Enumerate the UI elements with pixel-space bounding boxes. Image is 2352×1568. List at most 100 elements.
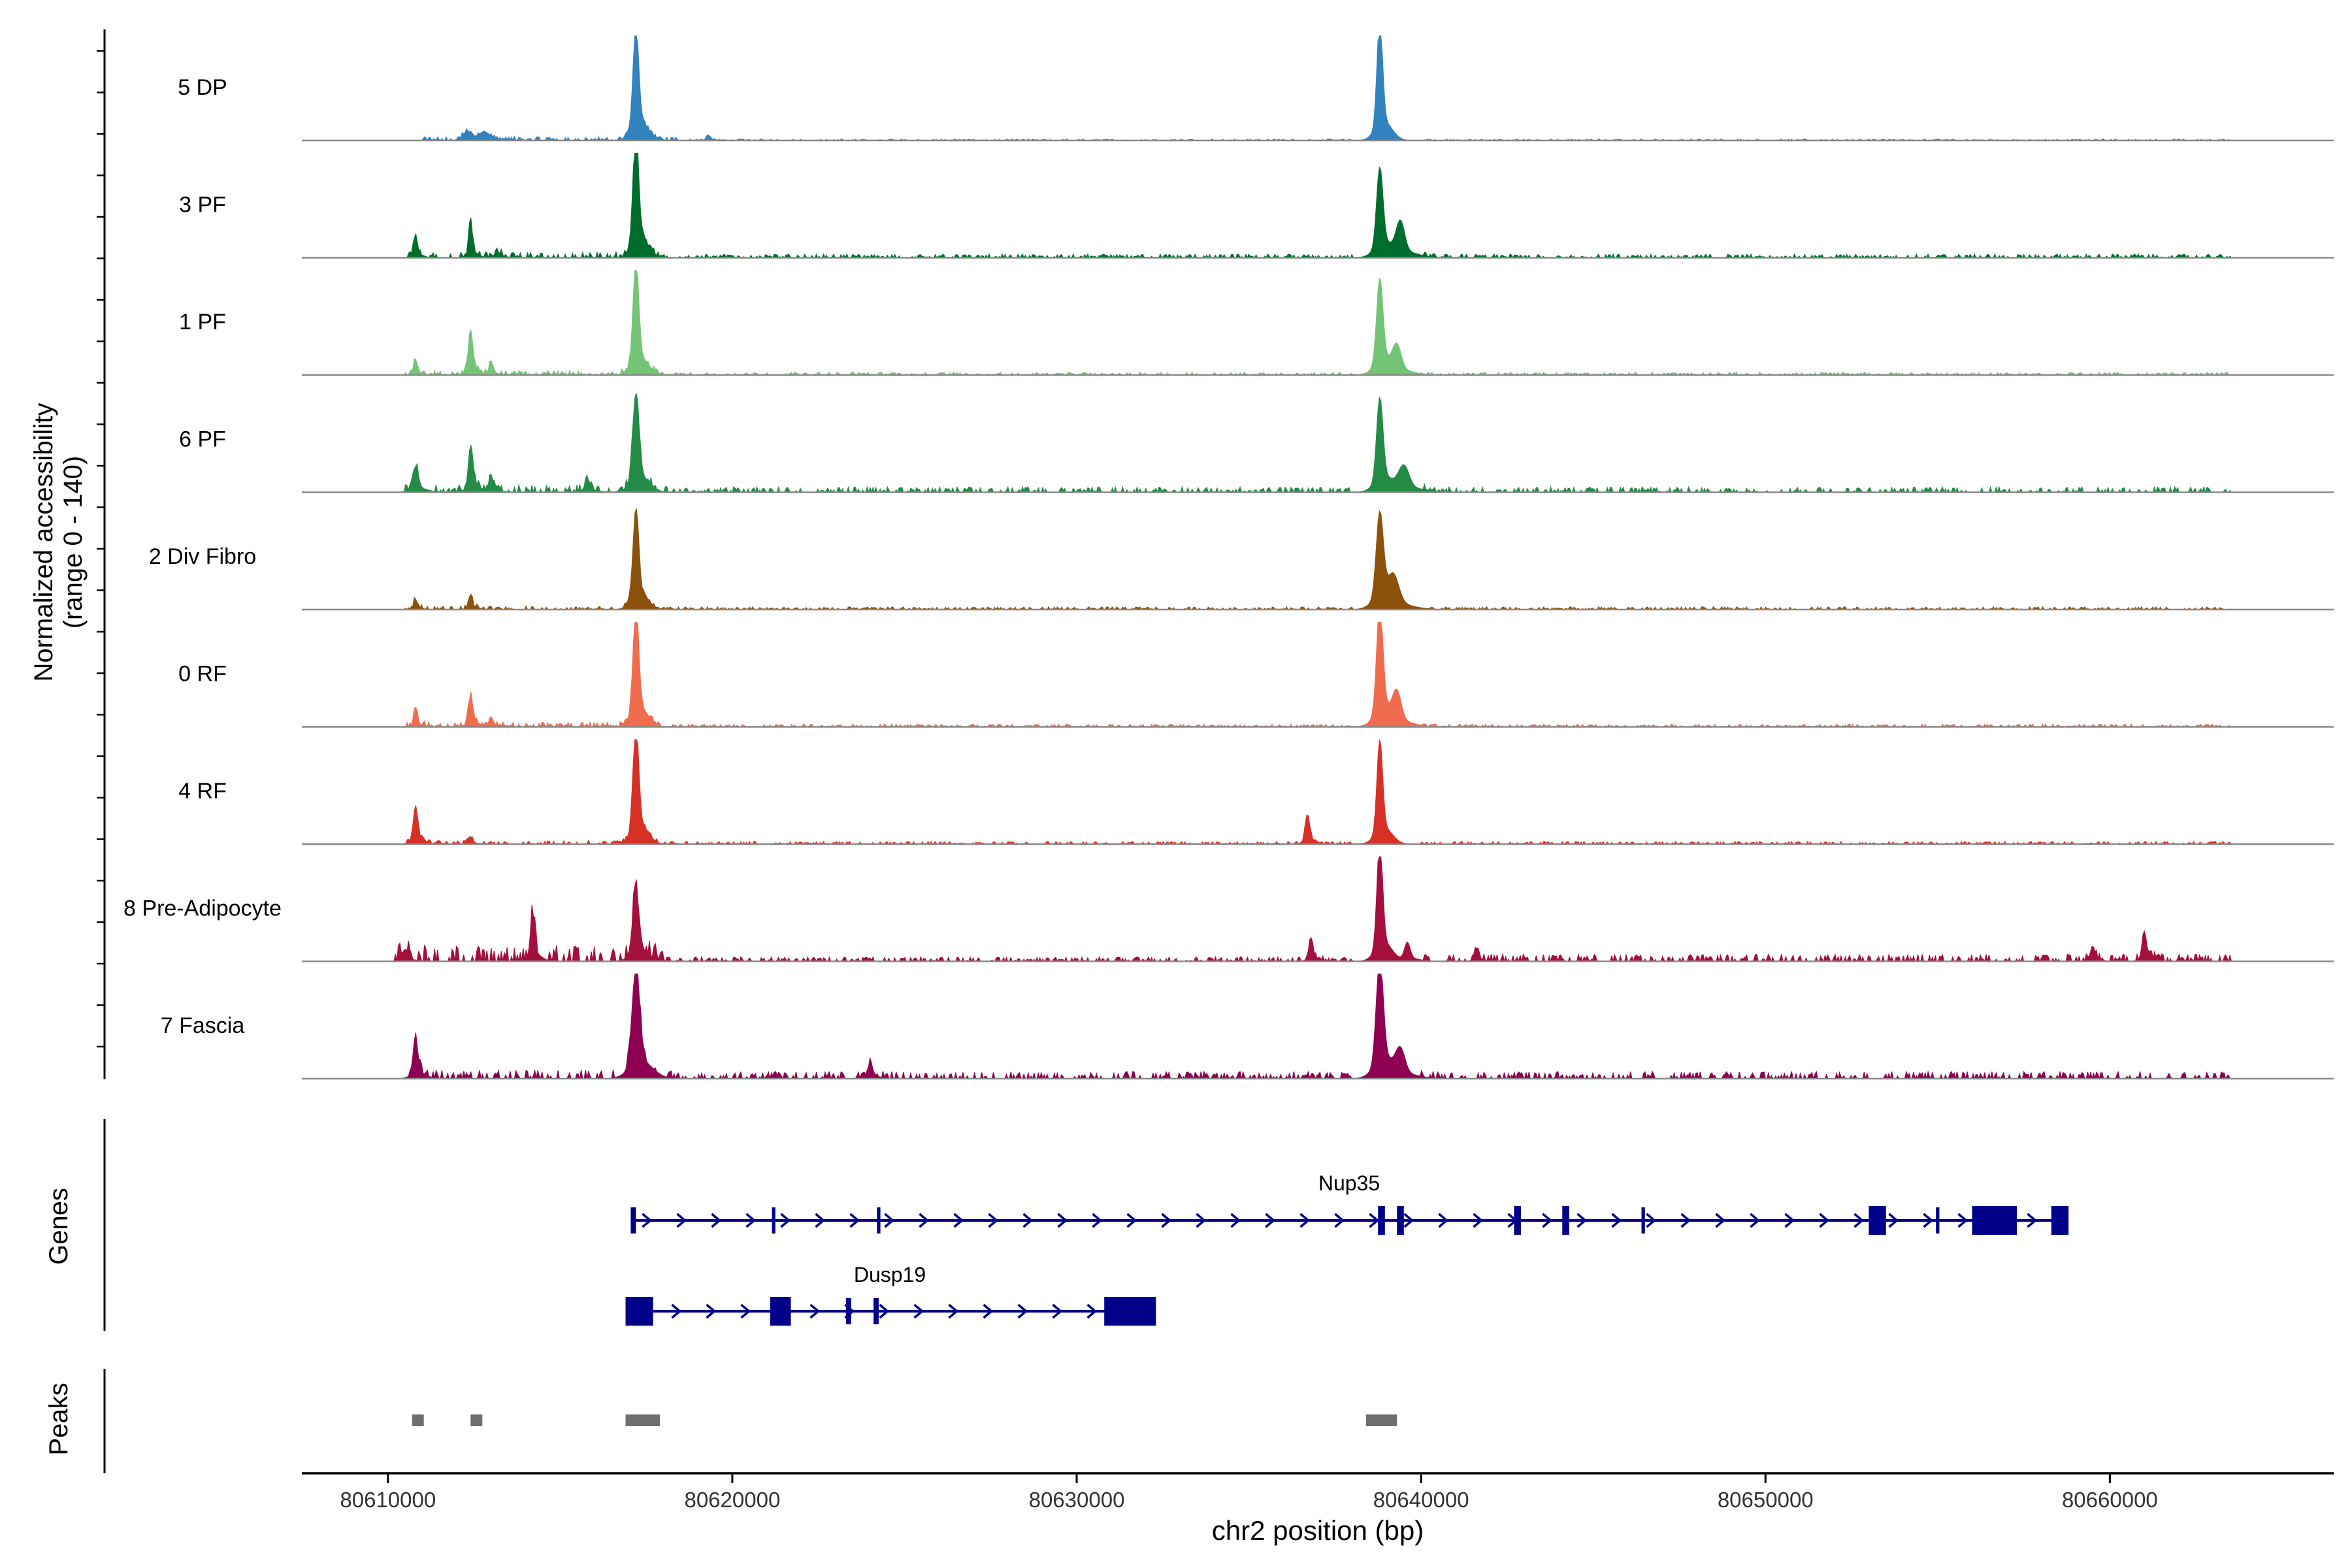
strand-arrow bbox=[1086, 1303, 1098, 1319]
strand-arrow bbox=[1957, 1213, 1968, 1228]
strand-arrow bbox=[1369, 1213, 1380, 1228]
strand-arrow bbox=[1196, 1213, 1207, 1228]
gene-exon bbox=[625, 1297, 653, 1326]
track-label: 6 PF bbox=[179, 427, 226, 452]
strand-arrow bbox=[1542, 1213, 1553, 1228]
gene-name-label: Nup35 bbox=[1318, 1171, 1380, 1195]
gene-exon bbox=[1936, 1207, 1940, 1233]
strand-arrow bbox=[815, 1213, 826, 1228]
track-label: 7 Fascia bbox=[161, 1013, 245, 1038]
gene-nup35: Nup35 bbox=[630, 1171, 2069, 1235]
strand-arrow bbox=[1715, 1213, 1726, 1228]
track-0-rf: 0 RF bbox=[178, 621, 2334, 728]
gene-dusp19: Dusp19 bbox=[625, 1263, 1156, 1326]
track-label: 8 Pre-Adipocyte bbox=[123, 896, 282, 921]
strand-arrow bbox=[1057, 1213, 1068, 1228]
coverage-area bbox=[302, 35, 2333, 142]
peaks-track-label: Peaks bbox=[44, 1382, 73, 1455]
strand-arrow bbox=[780, 1213, 791, 1228]
track-6-pf: 6 PF bbox=[179, 393, 2334, 494]
gene-exon bbox=[770, 1297, 791, 1326]
strand-arrow bbox=[849, 1213, 860, 1228]
strand-arrow bbox=[706, 1303, 717, 1319]
strand-arrow bbox=[884, 1213, 895, 1228]
strand-arrow bbox=[1576, 1213, 1588, 1228]
strand-arrow bbox=[913, 1303, 924, 1319]
strand-arrow bbox=[1854, 1213, 1865, 1228]
coverage-area bbox=[302, 856, 2333, 963]
y-axis-label-line2: (range 0 - 140) bbox=[59, 456, 88, 629]
track-label: 3 PF bbox=[179, 193, 226, 218]
strand-arrow bbox=[1750, 1213, 1761, 1228]
track-1-pf: 1 PF bbox=[179, 270, 2334, 376]
y-axis-label-line1: Normalized accessibility bbox=[29, 403, 58, 682]
gene-exon bbox=[1104, 1297, 1156, 1326]
peaks-track bbox=[103, 1369, 1397, 1473]
strand-arrow bbox=[642, 1213, 653, 1228]
strand-arrow bbox=[879, 1303, 890, 1319]
strand-arrow bbox=[676, 1213, 687, 1228]
strand-arrow bbox=[745, 1213, 757, 1228]
x-tick-label: 80650000 bbox=[1718, 1488, 1814, 1512]
track-label: 0 RF bbox=[178, 662, 227, 687]
gene-exon bbox=[1972, 1206, 2017, 1235]
gene-exon bbox=[874, 1298, 879, 1324]
strand-arrow bbox=[953, 1213, 964, 1228]
strand-arrow bbox=[948, 1303, 959, 1319]
strand-arrow bbox=[1438, 1213, 1449, 1228]
strand-arrow bbox=[711, 1213, 722, 1228]
coverage-area bbox=[302, 393, 2333, 494]
strand-arrow bbox=[2027, 1213, 2038, 1228]
track-5-dp: 5 DP bbox=[178, 35, 2334, 142]
gene-exon bbox=[2051, 1206, 2069, 1235]
strand-arrow bbox=[919, 1213, 930, 1228]
strand-arrow bbox=[1334, 1213, 1345, 1228]
track-label: 2 Div Fibro bbox=[149, 544, 256, 569]
strand-arrow bbox=[1888, 1213, 1899, 1228]
coverage-tracks: 5 DP 3 PF 1 PF 6 PF 2 Div Fibro 0 RF 4 RF 8 Pre… bbox=[97, 29, 2334, 1081]
strand-arrow bbox=[1923, 1213, 1934, 1228]
gene-exon bbox=[877, 1207, 881, 1233]
strand-arrow bbox=[1161, 1213, 1172, 1228]
gene-exon bbox=[845, 1298, 851, 1324]
coverage-area bbox=[302, 270, 2333, 376]
x-axis: 80610000 80620000 80630000 80640000 80650000… bbox=[302, 1472, 2334, 1512]
track-label: 4 RF bbox=[178, 779, 227, 804]
track-3-pf: 3 PF bbox=[179, 152, 2334, 259]
x-tick-label: 80660000 bbox=[2062, 1488, 2158, 1512]
strand-arrow bbox=[809, 1303, 821, 1319]
strand-arrow bbox=[983, 1303, 994, 1319]
coverage-area bbox=[302, 508, 2333, 611]
gene-exon bbox=[1641, 1207, 1645, 1233]
x-tick-label: 80640000 bbox=[1373, 1488, 1469, 1512]
gene-exon bbox=[630, 1207, 636, 1233]
track-7-fascia: 7 Fascia bbox=[161, 973, 2334, 1081]
strand-arrow bbox=[740, 1303, 751, 1319]
coverage-area bbox=[302, 973, 2333, 1081]
track-label: 5 DP bbox=[178, 75, 227, 100]
peak-region bbox=[1365, 1414, 1397, 1426]
strand-arrow bbox=[1022, 1213, 1034, 1228]
x-axis-label: chr2 position (bp) bbox=[1212, 1515, 1424, 1546]
strand-arrow bbox=[1299, 1213, 1311, 1228]
strand-arrow bbox=[1052, 1303, 1063, 1319]
gene-exon bbox=[1869, 1206, 1886, 1235]
strand-arrow bbox=[1126, 1213, 1137, 1228]
gene-exon bbox=[1397, 1206, 1404, 1235]
strand-arrow bbox=[1646, 1213, 1657, 1228]
gene-exon bbox=[1378, 1206, 1385, 1235]
coverage-area bbox=[302, 152, 2333, 259]
gene-exon bbox=[1562, 1206, 1569, 1235]
gene-exon bbox=[1514, 1206, 1521, 1235]
strand-arrow bbox=[1473, 1213, 1484, 1228]
coverage-area bbox=[302, 739, 2333, 845]
strand-arrow bbox=[671, 1303, 682, 1319]
x-tick-label: 80620000 bbox=[684, 1488, 780, 1512]
gene-exon bbox=[772, 1207, 776, 1233]
x-tick-label: 80610000 bbox=[340, 1488, 436, 1512]
coverage-area bbox=[302, 621, 2333, 728]
strand-arrow bbox=[1403, 1213, 1414, 1228]
strand-arrow bbox=[1784, 1213, 1795, 1228]
gene-name-label: Dusp19 bbox=[854, 1263, 926, 1286]
peak-region bbox=[412, 1414, 424, 1426]
